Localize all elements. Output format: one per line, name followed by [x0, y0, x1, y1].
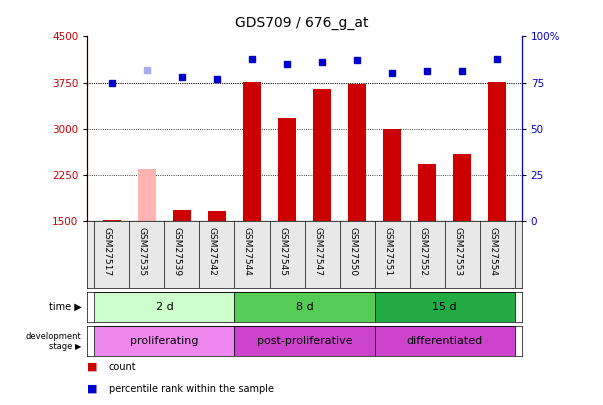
Text: GSM27552: GSM27552 — [418, 227, 427, 276]
Text: ■: ■ — [87, 362, 98, 371]
Text: percentile rank within the sample: percentile rank within the sample — [109, 384, 274, 394]
Bar — [374, 326, 514, 356]
Bar — [384, 129, 401, 221]
Text: 15 d: 15 d — [432, 302, 457, 312]
Bar — [314, 89, 331, 221]
Text: GDS709 / 676_g_at: GDS709 / 676_g_at — [235, 16, 368, 30]
Text: GSM27551: GSM27551 — [383, 227, 392, 277]
Bar — [235, 326, 374, 356]
Bar — [488, 82, 506, 221]
Text: GSM27545: GSM27545 — [278, 227, 287, 276]
Text: 2 d: 2 d — [156, 302, 173, 312]
Text: GSM27547: GSM27547 — [313, 227, 322, 276]
Bar — [208, 211, 226, 221]
Text: GSM27542: GSM27542 — [208, 227, 217, 276]
Bar — [173, 210, 191, 221]
Bar — [278, 118, 295, 221]
Bar — [103, 220, 121, 221]
Text: GSM27535: GSM27535 — [138, 227, 147, 277]
Text: 8 d: 8 d — [295, 302, 314, 312]
Text: GSM27550: GSM27550 — [348, 227, 357, 277]
Text: development
stage ▶: development stage ▶ — [26, 332, 81, 351]
Bar — [418, 164, 436, 221]
Text: time ▶: time ▶ — [49, 302, 81, 312]
Bar — [349, 84, 366, 221]
Bar — [235, 292, 374, 322]
Bar — [374, 292, 514, 322]
Text: GSM27544: GSM27544 — [243, 227, 252, 276]
Text: GSM27553: GSM27553 — [453, 227, 462, 277]
Text: GSM27517: GSM27517 — [103, 227, 112, 277]
Text: GSM27554: GSM27554 — [488, 227, 497, 276]
Text: count: count — [109, 362, 136, 371]
Bar — [95, 292, 235, 322]
Text: post-proliferative: post-proliferative — [257, 336, 352, 346]
Bar — [243, 82, 260, 221]
Text: ■: ■ — [87, 384, 98, 394]
Bar — [138, 169, 156, 221]
Text: differentiated: differentiated — [406, 336, 482, 346]
Text: proliferating: proliferating — [130, 336, 199, 346]
Text: GSM27539: GSM27539 — [173, 227, 182, 277]
Bar — [453, 154, 471, 221]
Bar — [95, 326, 235, 356]
